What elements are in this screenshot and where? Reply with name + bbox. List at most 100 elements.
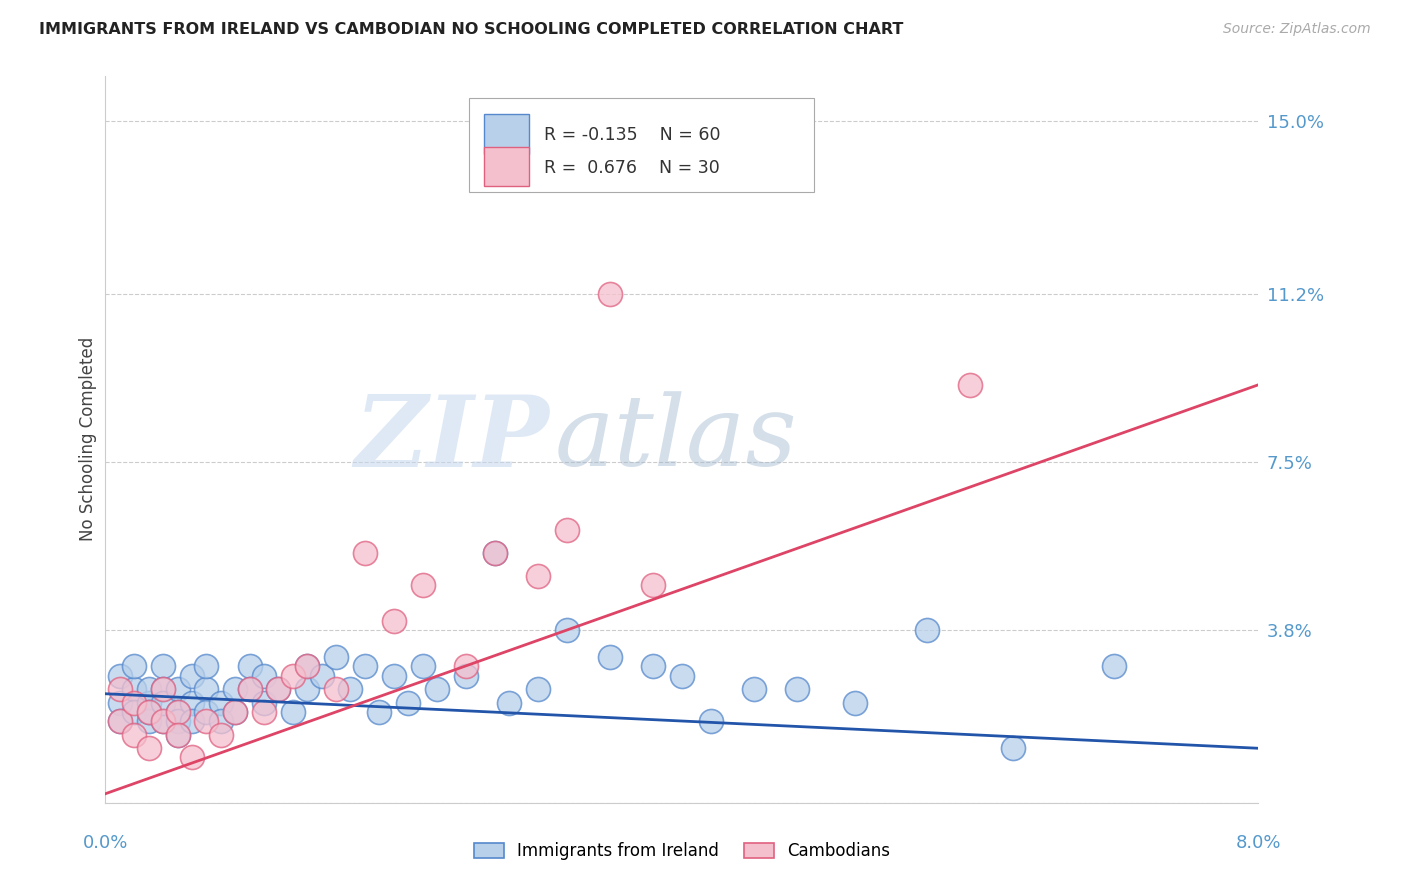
Point (484, 546, 506, 560)
Point (108, 714, 131, 728)
Text: 8.0%: 8.0% (1236, 834, 1281, 852)
Point (281, 705, 304, 719)
Point (209, 728, 232, 742)
Point (641, 578, 665, 592)
Point (138, 741, 160, 756)
Point (526, 568, 548, 582)
Point (700, 714, 723, 728)
Point (138, 705, 160, 719)
Text: Source: ZipAtlas.com: Source: ZipAtlas.com (1223, 22, 1371, 37)
Point (166, 714, 188, 728)
Point (354, 546, 377, 560)
Point (152, 714, 174, 728)
Point (195, 705, 218, 719)
Point (152, 714, 174, 728)
FancyBboxPatch shape (484, 114, 529, 153)
Point (959, 377, 981, 392)
Point (180, 696, 204, 710)
Point (526, 682, 548, 697)
Point (382, 668, 405, 682)
Point (267, 682, 290, 697)
Point (411, 659, 433, 673)
Y-axis label: No Schooling Completed: No Schooling Completed (79, 337, 97, 541)
Point (1104, 659, 1126, 673)
Point (239, 682, 262, 697)
Point (166, 728, 188, 742)
Point (124, 696, 146, 710)
Point (108, 682, 131, 697)
Point (325, 650, 347, 665)
Point (152, 659, 174, 673)
Text: R = -0.135    N = 60: R = -0.135 N = 60 (544, 127, 720, 145)
Point (108, 714, 131, 728)
Text: IMMIGRANTS FROM IRELAND VS CAMBODIAN NO SCHOOLING COMPLETED CORRELATION CHART: IMMIGRANTS FROM IRELAND VS CAMBODIAN NO … (39, 22, 904, 37)
Point (599, 286, 621, 301)
Point (297, 659, 319, 673)
Point (152, 696, 174, 710)
Point (209, 714, 232, 728)
Point (124, 705, 146, 719)
Point (354, 659, 377, 673)
Point (224, 705, 246, 719)
Point (339, 682, 361, 697)
Point (124, 728, 146, 742)
Point (454, 659, 477, 673)
Point (1002, 741, 1025, 756)
Point (108, 668, 131, 682)
Point (325, 682, 347, 697)
Point (382, 614, 405, 628)
Text: 0.0%: 0.0% (83, 834, 128, 852)
Point (195, 714, 218, 728)
FancyBboxPatch shape (468, 97, 814, 192)
Point (915, 623, 938, 637)
Point (267, 682, 290, 697)
Point (108, 696, 131, 710)
Text: R =  0.676    N = 30: R = 0.676 N = 30 (544, 159, 720, 178)
Point (311, 668, 333, 682)
Point (599, 650, 621, 665)
Point (166, 682, 188, 697)
Point (484, 546, 506, 560)
Point (454, 668, 477, 682)
Point (239, 659, 262, 673)
Point (253, 668, 276, 682)
Point (368, 705, 391, 719)
Text: ZIP: ZIP (354, 391, 550, 488)
Point (166, 728, 188, 742)
Text: atlas: atlas (555, 392, 797, 487)
Point (239, 682, 262, 697)
Point (180, 668, 204, 682)
Point (498, 696, 520, 710)
Point (224, 682, 246, 697)
Point (138, 705, 160, 719)
Point (253, 705, 276, 719)
Legend: Immigrants from Ireland, Cambodians: Immigrants from Ireland, Cambodians (467, 836, 897, 867)
Point (641, 659, 665, 673)
Point (195, 659, 218, 673)
Point (844, 696, 866, 710)
Point (124, 682, 146, 697)
Point (124, 659, 146, 673)
Point (180, 750, 204, 764)
Point (297, 659, 319, 673)
Point (152, 682, 174, 697)
Point (426, 682, 449, 697)
Point (195, 682, 218, 697)
Point (297, 682, 319, 697)
Point (396, 696, 419, 710)
Point (138, 696, 160, 710)
FancyBboxPatch shape (484, 147, 529, 186)
Point (281, 668, 304, 682)
Point (166, 705, 188, 719)
Point (786, 682, 808, 697)
Point (224, 705, 246, 719)
Point (671, 668, 693, 682)
Point (138, 714, 160, 728)
Point (253, 696, 276, 710)
Point (209, 696, 232, 710)
Point (555, 623, 578, 637)
Point (138, 682, 160, 697)
Point (411, 578, 433, 592)
Point (152, 682, 174, 697)
Point (166, 705, 188, 719)
